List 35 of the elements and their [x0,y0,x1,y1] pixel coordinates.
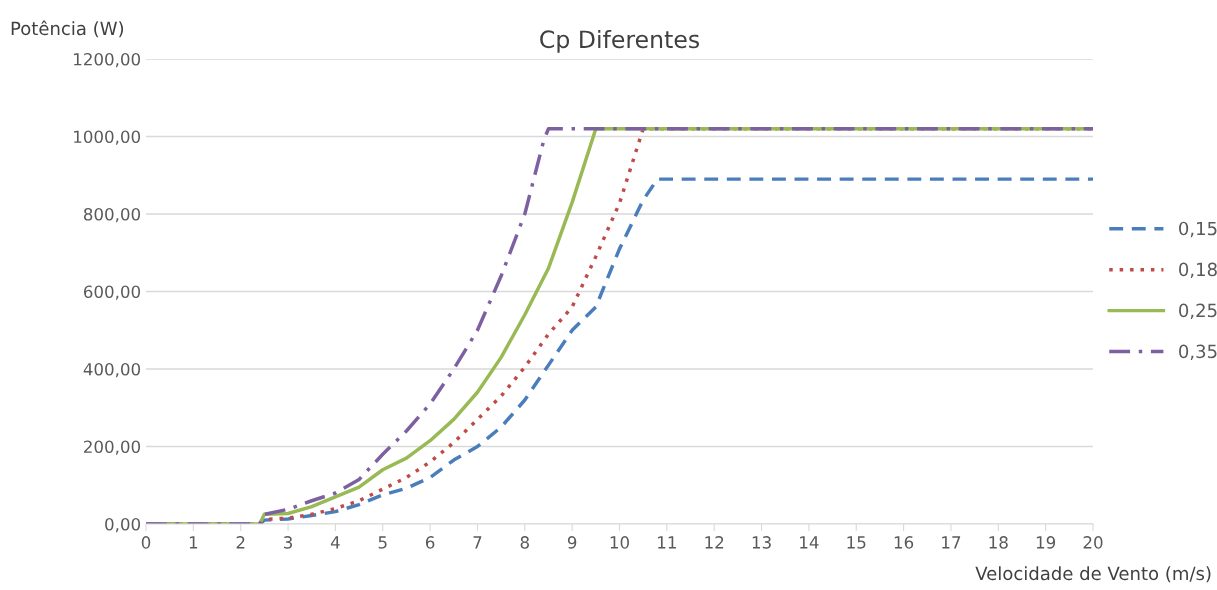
x-tick-label: 12 [705,536,724,549]
y-tick-label: 1000,00 [74,130,141,145]
x-tick-label: 19 [1036,536,1056,549]
x-tick-label: 3 [284,536,293,549]
x-tick-label: 13 [752,536,771,549]
legend-label: 0,35 [1179,344,1217,360]
y-tick-label: 600,00 [83,285,141,300]
y-axis-title: Potência (W) [11,20,124,38]
chart-title: Cp Diferentes [540,29,699,53]
x-tick-label: 18 [989,536,1008,549]
x-tick-label: 15 [847,536,866,549]
y-tick-label: 400,00 [83,362,141,378]
x-tick-label: 17 [942,536,961,549]
x-tick-label: 1 [189,536,198,549]
x-tick-label: 7 [473,536,482,549]
y-tick-label: 800,00 [83,207,141,223]
x-tick-label: 6 [425,536,435,549]
x-tick-label: 14 [800,536,819,549]
x-tick-label: 2 [236,536,245,549]
y-tick-label: 0,00 [105,517,141,533]
legend-label: 0,18 [1179,262,1217,279]
x-tick-label: 11 [658,536,676,549]
x-tick-label: 5 [378,536,387,549]
legend-label: 0,25 [1179,303,1217,320]
x-tick-label: 10 [610,536,629,549]
y-tick-label: 200,00 [84,440,141,455]
x-tick-label: 20 [1083,536,1103,549]
x-axis-title: Velocidade de Vento (m/s) [975,566,1211,583]
x-tick-label: 8 [520,536,529,549]
legend-label: 0,15 [1179,221,1217,238]
x-tick-label: 0 [141,536,151,549]
x-tick-label: 4 [330,536,340,549]
x-tick-label: 16 [894,536,914,549]
x-tick-label: 9 [567,536,577,549]
y-tick-label: 1200,00 [74,52,141,68]
